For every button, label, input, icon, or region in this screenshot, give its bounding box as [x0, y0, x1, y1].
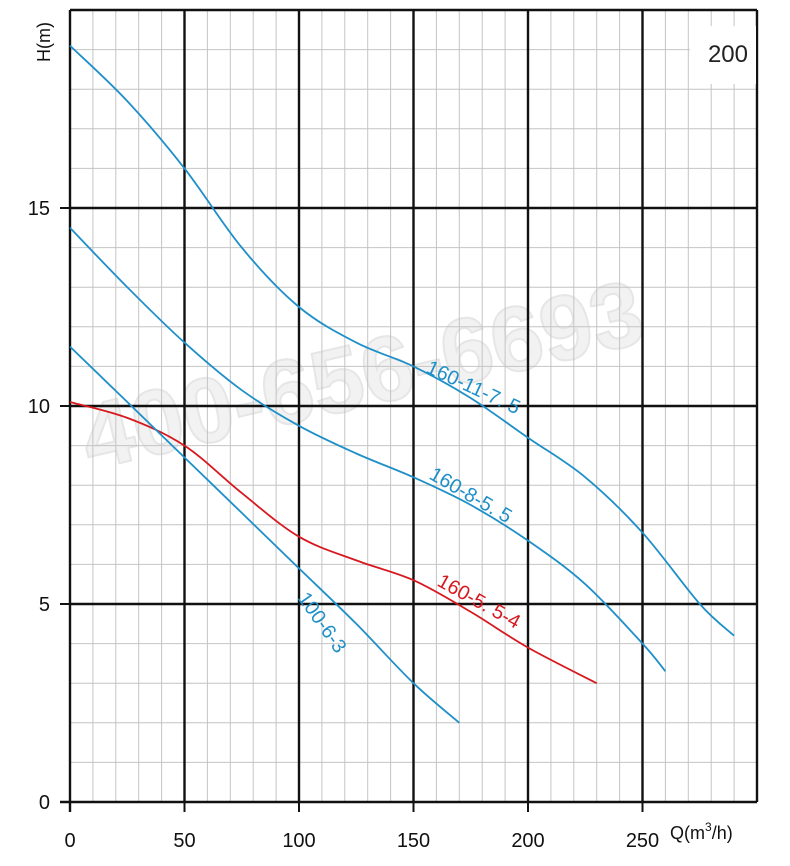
y-tick-label: 15: [28, 198, 50, 220]
series-line-2: [69, 401, 598, 684]
x-tick-label: 0: [64, 830, 75, 852]
y-tick-label: 5: [39, 594, 50, 616]
x-axis-title-tail: /h): [712, 823, 733, 843]
x-tick-label: 150: [397, 830, 430, 852]
y-tick-label: 0: [39, 792, 50, 814]
y-axis-title: H(m): [34, 22, 54, 62]
major-grid: [70, 8, 759, 802]
x-tick-label: 50: [173, 830, 195, 852]
x-tick-label: 100: [282, 830, 315, 852]
axes: [60, 10, 757, 812]
x-tick-label: 250: [626, 830, 659, 852]
y-tick-label: 10: [28, 396, 50, 418]
x-axis-title: Q(m3/h): [670, 820, 733, 843]
tick-labels: 0 50 100 150 200 250 0 5 10 15: [28, 198, 659, 852]
series-line-0: [69, 44, 735, 637]
x-axis-title-sup: 3: [705, 820, 712, 834]
model-label-box: [690, 26, 756, 84]
series-line-1: [69, 227, 667, 672]
x-axis-title-main: Q(m: [670, 823, 705, 843]
series-line-3: [69, 345, 460, 724]
model-label: 200: [708, 41, 748, 68]
x-tick-label: 200: [511, 830, 544, 852]
